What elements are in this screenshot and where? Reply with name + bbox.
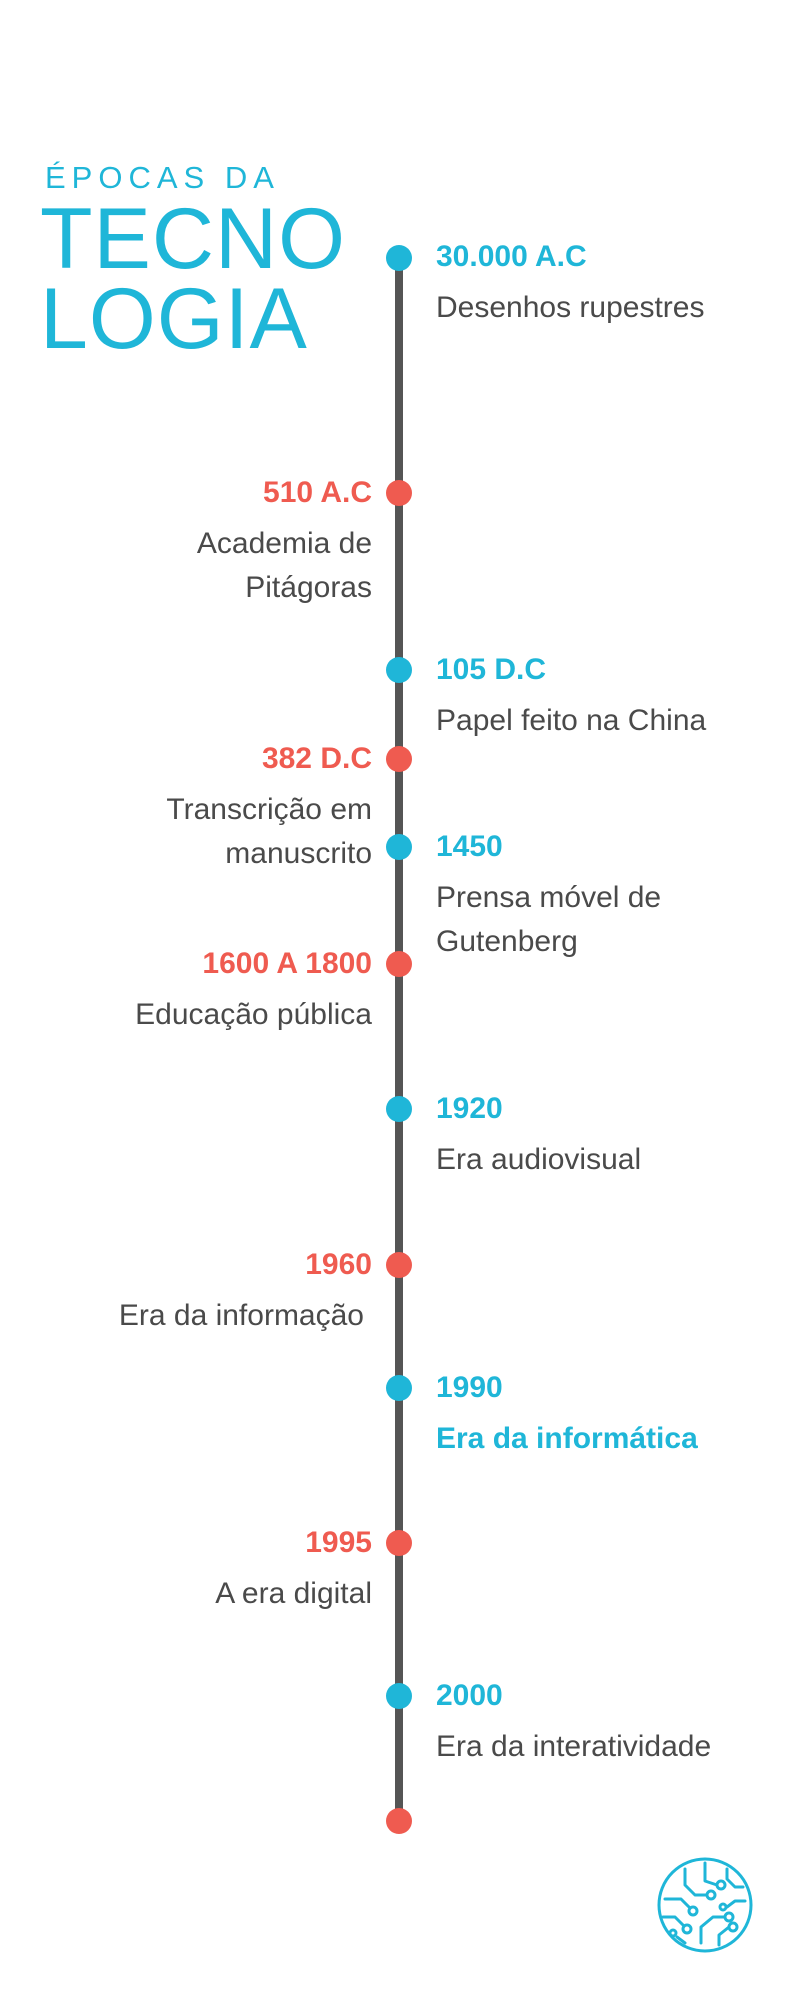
timeline-event: 1600 A 1800 Educação pública: [32, 947, 372, 1037]
timeline-line: [395, 255, 403, 1825]
timeline-end-dot: [386, 1808, 412, 1834]
event-date: 1990: [436, 1371, 503, 1404]
timeline-dot: [386, 1375, 412, 1401]
event-description: Papel feito na China: [436, 704, 707, 737]
event-description: Transcrição em manuscrito: [166, 793, 372, 870]
timeline-event: 30.000 A.C Desenhos rupestres: [436, 240, 776, 330]
timeline-event: 1920 Era audiovisual: [436, 1092, 776, 1182]
timeline-dot: [386, 1096, 412, 1122]
timeline-dot: [386, 951, 412, 977]
event-date: 1920: [436, 1092, 503, 1125]
timeline-dot: [386, 1530, 412, 1556]
timeline-dot: [386, 1252, 412, 1278]
event-description: Educação pública: [135, 998, 372, 1031]
circuit-icon: [657, 1857, 753, 1953]
event-description-emphasis: Era da informática: [436, 1422, 698, 1455]
event-date: 382 D.C: [261, 742, 372, 775]
timeline-event: 382 D.C Transcrição em manuscrito: [32, 742, 372, 876]
timeline-event: 510 A.C Academia de Pitágoras: [32, 476, 372, 610]
event-date: 2000: [436, 1679, 503, 1712]
event-description: Prensa móvel de Gutenberg: [436, 881, 662, 958]
timeline-event: 105 D.C Papel feito na China: [436, 653, 776, 743]
timeline-dot: [386, 1683, 412, 1709]
main-title-line-1: TECNO: [40, 191, 346, 287]
timeline-event: 1450 Prensa móvel de Gutenberg: [436, 830, 776, 964]
timeline-event: 1990 Era da informática: [436, 1371, 776, 1461]
event-description: Era audiovisual: [436, 1143, 642, 1176]
timeline-event: 1995 A era digital: [32, 1526, 372, 1616]
event-date: 1450: [436, 830, 503, 863]
event-date: 105 D.C: [436, 653, 547, 686]
eyebrow-title: ÉPOCAS DA: [45, 160, 280, 195]
main-title-line-2: LOGIA: [40, 271, 308, 367]
event-date: 1600 A 1800: [202, 947, 372, 980]
timeline-dot: [386, 746, 412, 772]
timeline-event: 1960 Era da informação: [32, 1248, 372, 1338]
event-description: Era da informação: [118, 1299, 364, 1332]
event-date: 30.000 A.C: [436, 240, 587, 273]
timeline-dot: [386, 834, 412, 860]
event-description: Academia de Pitágoras: [196, 527, 372, 604]
timeline-dot: [386, 657, 412, 683]
event-description: A era digital: [215, 1577, 372, 1610]
timeline-dot: [386, 480, 412, 506]
event-date: 1995: [305, 1526, 372, 1559]
timeline-event: 2000 Era da interatividade: [436, 1679, 776, 1769]
event-date: 510 A.C: [263, 476, 372, 509]
timeline-dot: [386, 245, 412, 271]
event-description: Era da interatividade: [436, 1730, 712, 1763]
event-description: Desenhos rupestres: [436, 291, 705, 324]
event-date: 1960: [305, 1248, 372, 1281]
